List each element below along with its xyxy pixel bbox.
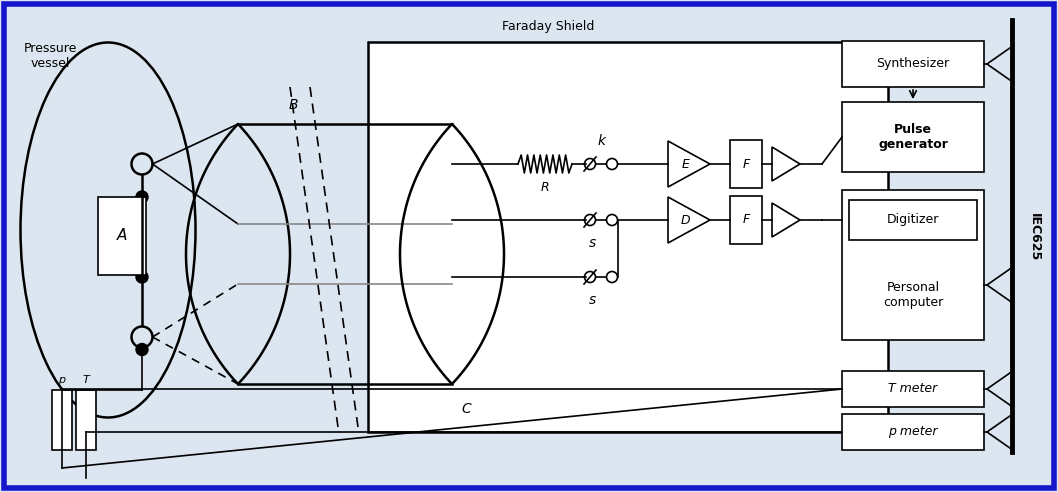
Text: s: s (588, 293, 596, 307)
FancyBboxPatch shape (4, 4, 1054, 488)
Bar (842, 190, 984, 340)
Text: Pulse
generator: Pulse generator (878, 123, 948, 151)
Text: T: T (83, 375, 89, 385)
Bar (76, 390, 96, 450)
Circle shape (136, 191, 148, 203)
Bar (842, 102, 984, 172)
Text: E: E (681, 157, 690, 171)
Text: A: A (116, 228, 127, 244)
Bar (730, 196, 762, 244)
Text: C: C (461, 402, 471, 416)
Text: R: R (541, 181, 549, 194)
Bar (98, 197, 146, 275)
Text: Pressure
vessel: Pressure vessel (23, 42, 76, 70)
Text: Digitizer: Digitizer (887, 214, 940, 226)
Text: p meter: p meter (889, 426, 937, 438)
Text: Synthesizer: Synthesizer (876, 58, 950, 70)
Bar (842, 41, 984, 87)
Circle shape (136, 271, 148, 283)
Circle shape (136, 343, 148, 356)
Bar (842, 371, 984, 407)
Text: F: F (743, 214, 750, 226)
Text: F: F (743, 157, 750, 171)
Bar (842, 414, 984, 450)
Text: Faraday Shield: Faraday Shield (501, 20, 595, 33)
Text: k: k (598, 134, 606, 148)
Text: D: D (681, 214, 691, 226)
Text: p: p (58, 375, 66, 385)
Bar (849, 200, 977, 240)
Text: B: B (288, 98, 297, 112)
Text: T meter: T meter (889, 382, 937, 396)
Bar (52, 390, 72, 450)
Text: s: s (588, 236, 596, 250)
Text: Personal
computer: Personal computer (882, 281, 943, 309)
Bar (368, 42, 888, 432)
Text: IEC625: IEC625 (1027, 213, 1040, 261)
Bar (730, 140, 762, 188)
